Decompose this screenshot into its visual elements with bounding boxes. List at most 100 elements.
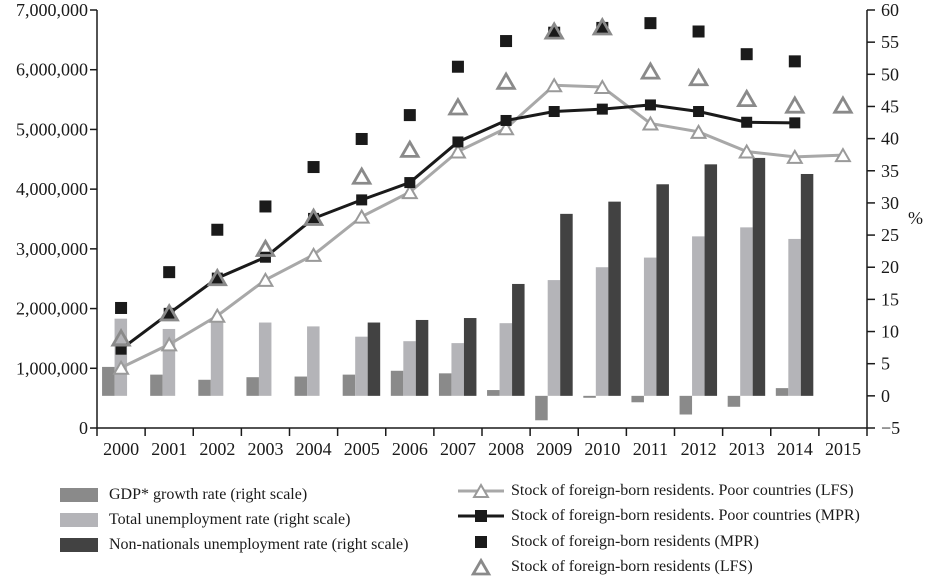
bar-2013 — [753, 158, 766, 396]
scatter-square-2013 — [741, 48, 753, 60]
bar-2011 — [644, 258, 657, 396]
bar-2004 — [295, 377, 308, 396]
bar-2005 — [368, 323, 381, 396]
line-mpr-poor-countries-marker-2013 — [741, 117, 752, 128]
bar-2013 — [740, 227, 753, 395]
legend-item-total-unemployment: Total unemployment rate (right scale) — [60, 507, 408, 532]
line-lfs-poor-countries-marker-2005 — [355, 211, 369, 223]
legend-label: Stock of foreign-born residents. Poor co… — [511, 507, 860, 525]
triangle-line-icon — [458, 481, 504, 501]
x-axis-year-label: 2001 — [151, 439, 187, 459]
legend-item-mpr-poor-line: Stock of foreign-born residents. Poor co… — [458, 504, 860, 530]
legend-triangle-sample — [473, 561, 489, 575]
legend-item-lfs-scatter: Stock of foreign-born residents (LFS) — [458, 555, 860, 580]
bar-2009 — [560, 214, 573, 396]
bar-2014 — [788, 239, 801, 396]
bar-2006 — [403, 341, 416, 396]
scatter-square-2001 — [163, 266, 175, 278]
bar-2002 — [198, 380, 211, 396]
x-axis-year-label: 2013 — [729, 439, 765, 459]
line-mpr-poor-countries-marker-2003 — [260, 252, 271, 263]
line-mpr-poor-countries-marker-2011 — [645, 99, 656, 110]
scatter-square-2003 — [259, 200, 271, 212]
bar-2008 — [487, 390, 500, 396]
right-axis-tick-label: 55 — [881, 32, 899, 52]
right-axis-unit-label: % — [908, 208, 923, 228]
bar-2012 — [705, 164, 718, 396]
line-mpr-poor-countries-marker-2012 — [693, 106, 704, 117]
unemployment-bar-swatch — [60, 513, 98, 527]
line-mpr-poor-countries-marker-2010 — [597, 104, 608, 115]
open-triangle-icon — [458, 557, 504, 577]
scatter-square-2004 — [308, 161, 320, 173]
line-mpr-poor-countries-marker-2008 — [501, 115, 512, 126]
legend-label: Stock of foreign-born residents (LFS) — [511, 558, 753, 576]
bar-2007 — [464, 318, 477, 396]
legend: GDP* growth rate (right scale) Total une… — [0, 476, 935, 577]
bar-2010 — [608, 202, 621, 396]
bar-2005 — [355, 337, 368, 396]
bar-2010 — [583, 396, 596, 398]
right-axis-tick-label: 60 — [881, 0, 899, 20]
right-axis-tick-label: 10 — [881, 322, 899, 342]
scatter-triangle-2007 — [450, 100, 466, 114]
scatter-triangle-2015 — [835, 98, 851, 112]
legend-label: GDP* growth rate (right scale) — [109, 486, 307, 504]
legend-item-gdp-growth: GDP* growth rate (right scale) — [60, 482, 408, 507]
x-axis-year-label: 2009 — [536, 439, 572, 459]
left-axis-tick-label: 4,000,000 — [16, 179, 88, 199]
bar-2008 — [500, 323, 513, 396]
bar-2005 — [343, 375, 356, 396]
legend-item-mpr-scatter: Stock of foreign-born residents (MPR) — [458, 529, 860, 555]
x-axis-year-label: 2015 — [825, 439, 861, 459]
x-axis-year-label: 2007 — [440, 439, 476, 459]
scatter-triangle-2006 — [402, 142, 418, 156]
bar-2000 — [102, 367, 115, 396]
bar-2001 — [150, 375, 163, 396]
bar-2009 — [548, 280, 561, 396]
scatter-triangle-2012 — [690, 70, 706, 84]
scatter-square-2014 — [789, 55, 801, 67]
scatter-square-2005 — [356, 133, 368, 145]
line-mpr-poor-countries-marker-2009 — [549, 106, 560, 117]
scatter-triangle-2005 — [353, 169, 369, 183]
x-axis-year-label: 2004 — [296, 439, 332, 459]
bar-2002 — [211, 323, 224, 396]
x-axis-year-label: 2012 — [681, 439, 717, 459]
right-axis-tick-label: 5 — [881, 354, 890, 374]
bar-2010 — [596, 267, 609, 396]
legend-label: Stock of foreign-born residents. Poor co… — [511, 482, 854, 500]
legend-square-sample — [475, 510, 487, 522]
scatter-square-2006 — [404, 109, 416, 121]
right-axis-tick-label: 40 — [881, 129, 899, 149]
legend-square-sample — [475, 536, 487, 548]
bar-2009 — [535, 396, 548, 420]
line-mpr-poor-countries-marker-2006 — [404, 177, 415, 188]
scatter-square-2012 — [693, 25, 705, 37]
line-mpr-poor-countries-marker-2014 — [789, 117, 800, 128]
line-mpr-poor-countries-marker-2007 — [452, 136, 463, 147]
bar-2012 — [692, 236, 705, 395]
x-axis-year-label: 2002 — [199, 439, 235, 459]
right-axis-tick-label: 25 — [881, 225, 899, 245]
bar-2006 — [416, 320, 429, 396]
left-axis-tick-label: 0 — [79, 418, 88, 438]
right-axis-tick-label: 15 — [881, 289, 899, 309]
line-lfs-poor-countries — [114, 79, 850, 373]
line-lfs-poor-countries-path — [121, 85, 843, 367]
scatter-triangle-2011 — [642, 64, 658, 78]
bar-2013 — [728, 396, 741, 407]
bar-2007 — [451, 343, 464, 396]
scatter-square-2008 — [500, 35, 512, 47]
square-line-icon — [458, 506, 504, 526]
bar-2003 — [246, 377, 259, 396]
x-axis-year-label: 2011 — [633, 439, 668, 459]
bar-2006 — [391, 371, 404, 396]
right-axis-tick-label: 45 — [881, 96, 899, 116]
left-axis-tick-label: 7,000,000 — [16, 0, 88, 20]
x-axis-year-label: 2014 — [777, 439, 813, 459]
x-axis-year-label: 2008 — [488, 439, 524, 459]
series-gdp-growth-bars — [102, 367, 788, 420]
left-axis-tick-label: 6,000,000 — [16, 60, 88, 80]
